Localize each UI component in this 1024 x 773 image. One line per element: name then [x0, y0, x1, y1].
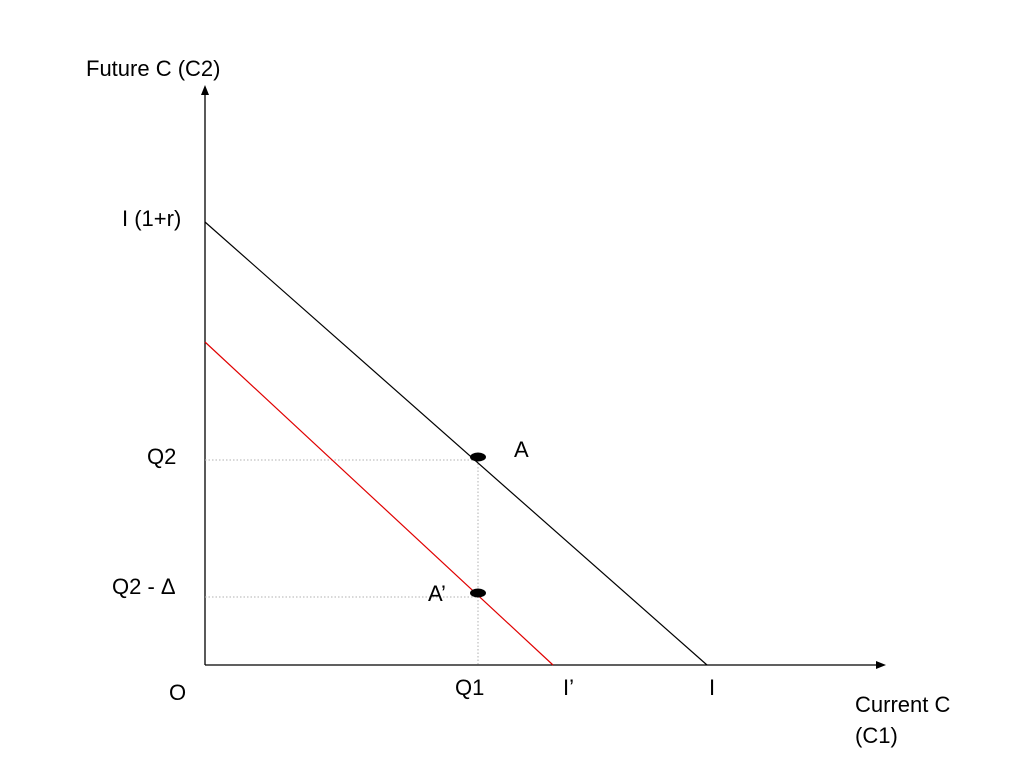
- q2-minus-delta-label: Q2 - Δ: [112, 574, 176, 599]
- shifted-budget-line: [204, 341, 554, 666]
- x-axis-arrow-icon: [876, 661, 886, 669]
- point-a-prime-label: A’: [428, 581, 446, 606]
- point-a: [470, 452, 486, 462]
- point-a-label: A: [514, 437, 529, 462]
- y-intercept-label: I (1+r): [122, 206, 181, 231]
- q1-label: Q1: [455, 675, 484, 700]
- y-axis-title: Future C (C2): [86, 56, 220, 81]
- x-axis-title-line1: Current C: [855, 692, 950, 717]
- i-prime-label: I’: [563, 675, 574, 700]
- origin-label: O: [169, 680, 186, 705]
- i-label: I: [709, 675, 715, 700]
- budget-line: [204, 221, 708, 666]
- x-axis-title-line2: (C1): [855, 723, 898, 748]
- q2-label: Q2: [147, 444, 176, 469]
- y-axis-arrow-icon: [201, 85, 209, 95]
- point-a-prime: [470, 588, 486, 598]
